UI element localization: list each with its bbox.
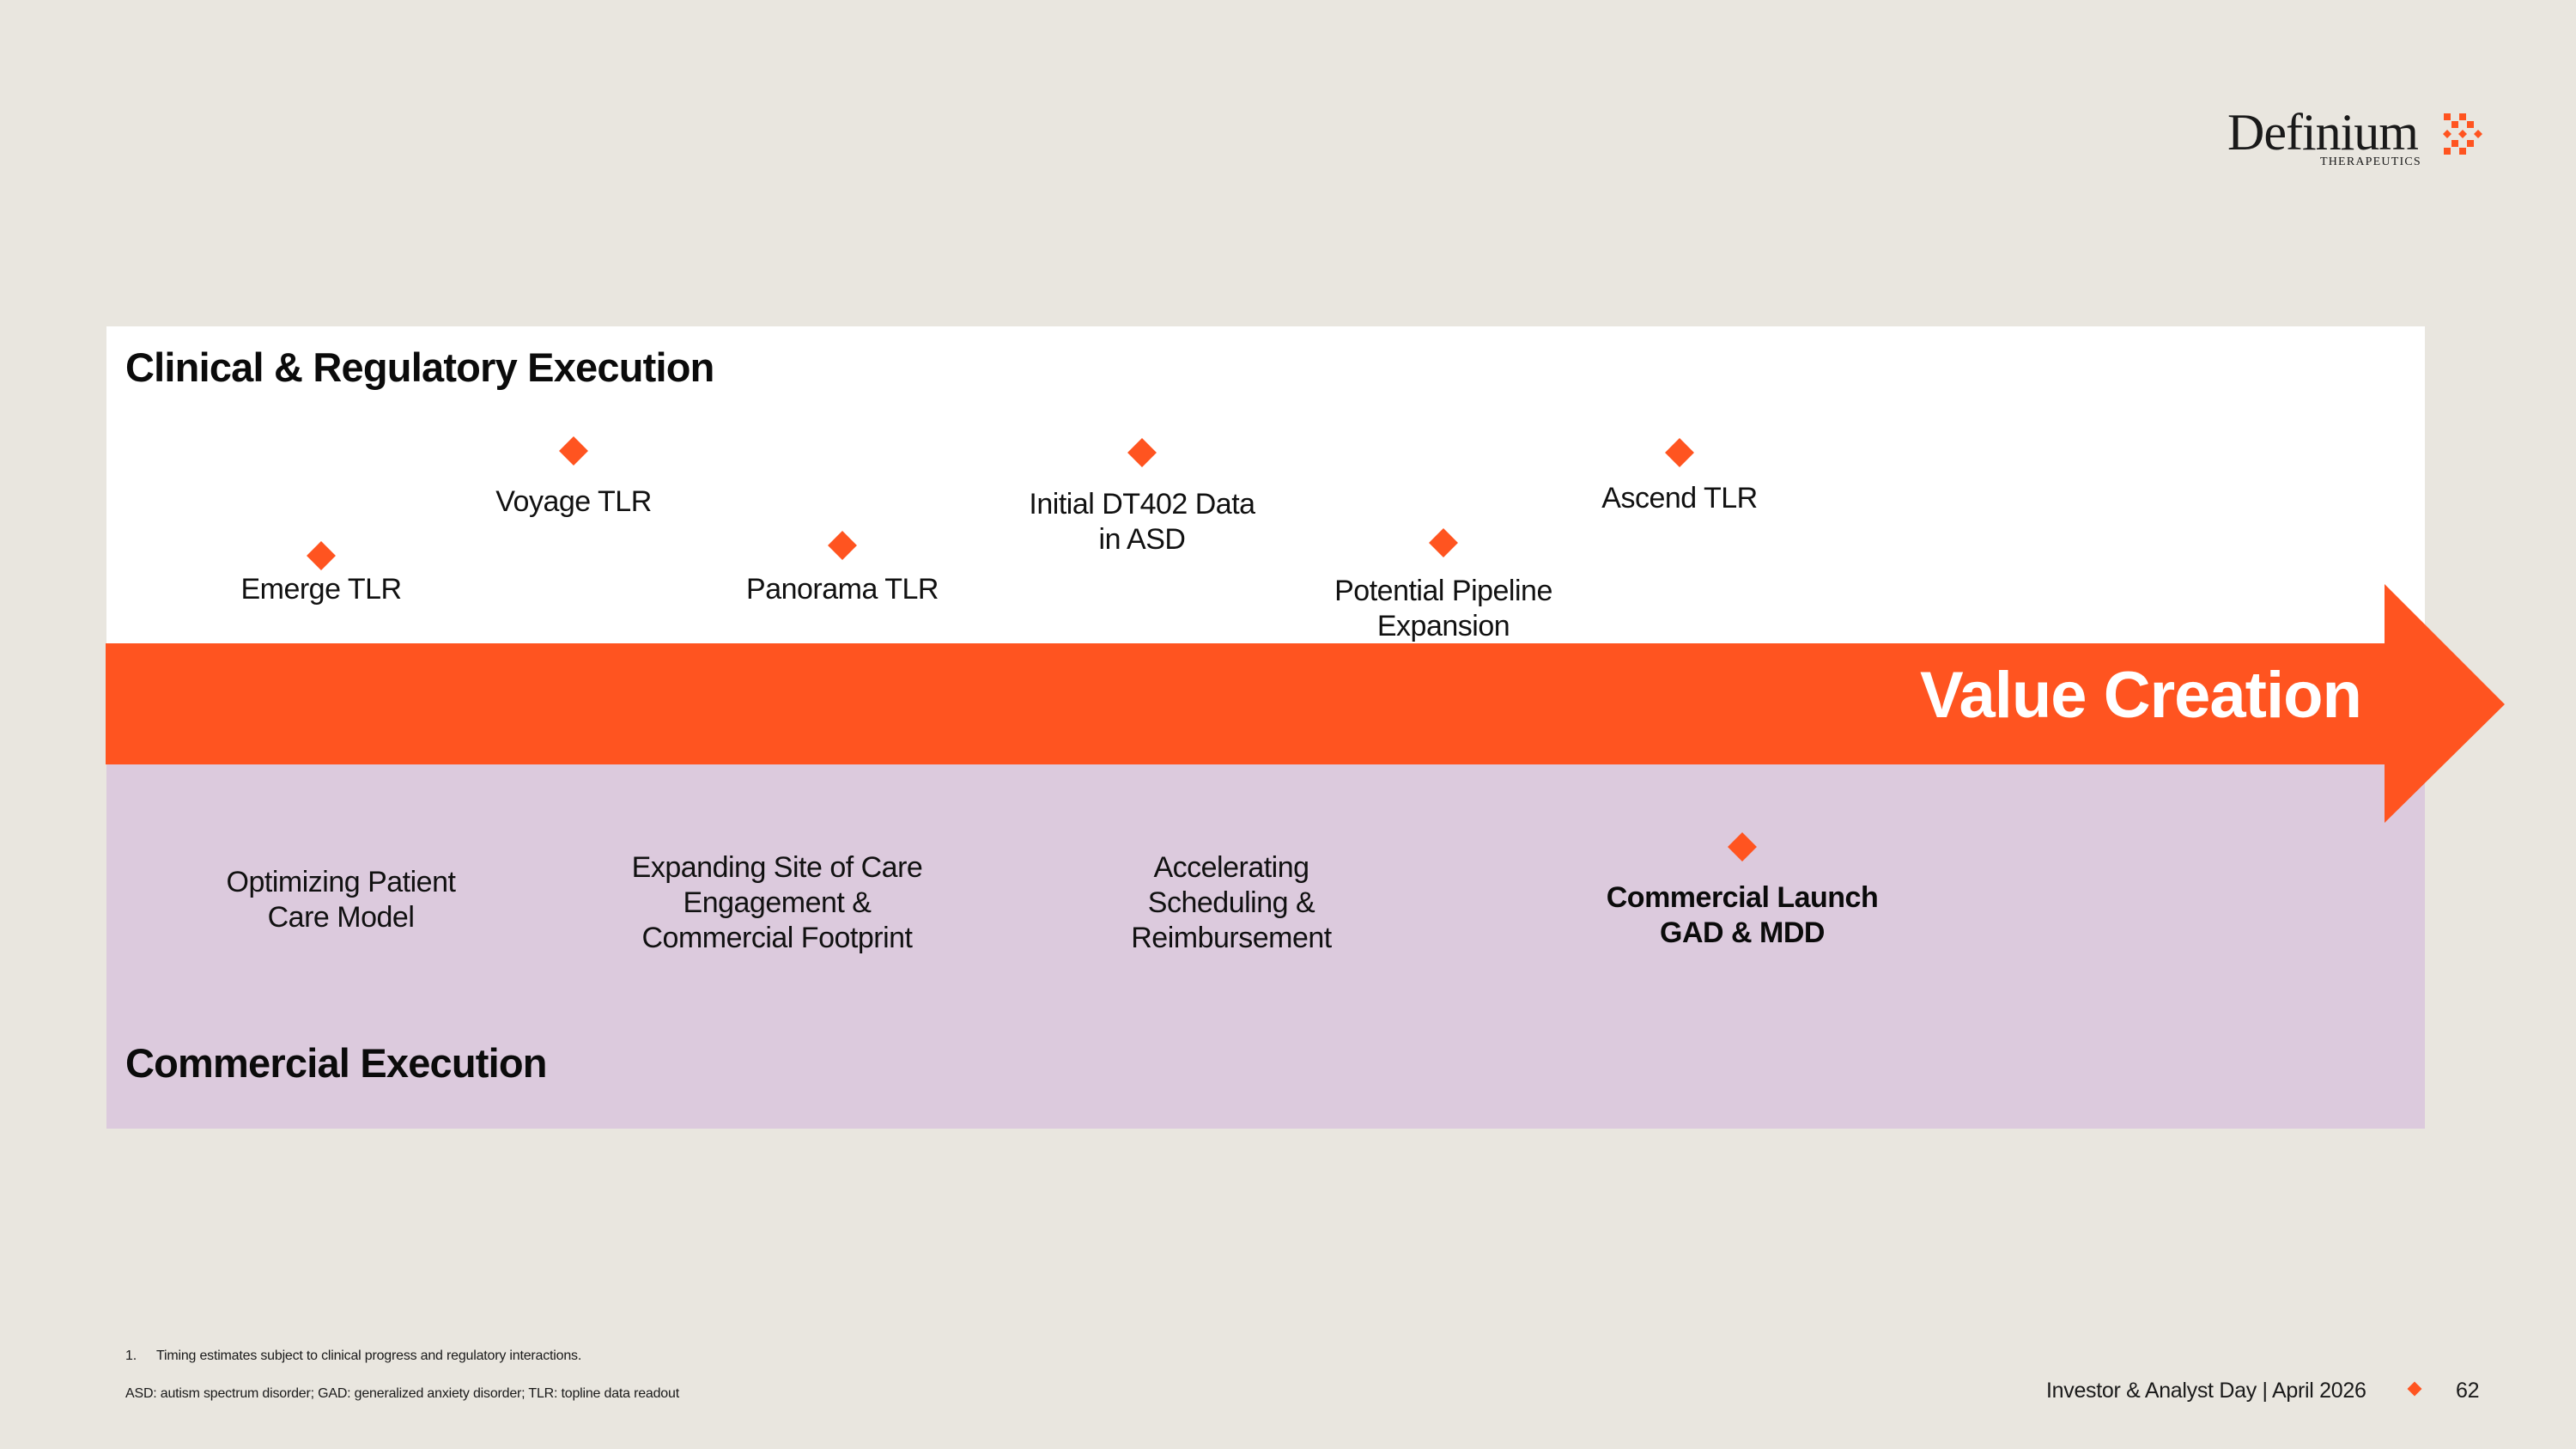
- milestone-emerge-tlr: Emerge TLR: [240, 573, 402, 606]
- commercial-item-launch-gad-mdd: Commercial Launch GAD & MDD: [1606, 881, 1879, 949]
- milestone-voyage-tlr: Voyage TLR: [495, 485, 652, 518]
- clinical-section-title: Clinical & Regulatory Execution: [125, 344, 714, 390]
- clinical-regulatory-panel: [106, 326, 2425, 643]
- logo-mark-icon: [2443, 113, 2482, 155]
- footnote-abbreviations: ASD: autism spectrum disorder; GAD: gene…: [125, 1386, 679, 1401]
- value-creation-arrow-icon: [106, 584, 2505, 823]
- footer-diamond-icon: [2407, 1381, 2422, 1397]
- page-number: 62: [2456, 1379, 2480, 1403]
- value-creation-label: Value Creation: [1920, 659, 2362, 732]
- footer-event: Investor & Analyst Day | April 2026: [2046, 1379, 2366, 1403]
- commercial-item-patient-care-model: Optimizing Patient Care Model: [226, 866, 456, 934]
- company-logo: Definium THERAPEUTICS: [2227, 101, 2485, 179]
- milestone-panorama-tlr: Panorama TLR: [746, 573, 939, 606]
- milestone-initial-dt402-data: Initial DT402 Data in ASD: [1029, 488, 1255, 556]
- milestone-potential-pipeline-expansion: Potential Pipeline Expansion: [1334, 575, 1552, 642]
- milestone-ascend-tlr: Ascend TLR: [1601, 482, 1758, 514]
- commercial-execution-panel: [106, 764, 2425, 1129]
- logo-wordmark: Definium: [2227, 104, 2419, 161]
- commercial-item-scheduling-reimbursement: Accelerating Scheduling & Reimbursement: [1131, 851, 1332, 954]
- logo-subtitle: THERAPEUTICS: [2320, 155, 2421, 168]
- footnote-1: 1. Timing estimates subject to clinical p…: [125, 1349, 582, 1363]
- commercial-section-title: Commercial Execution: [125, 1040, 548, 1086]
- commercial-item-site-of-care: Expanding Site of Care Engagement & Comm…: [631, 851, 923, 954]
